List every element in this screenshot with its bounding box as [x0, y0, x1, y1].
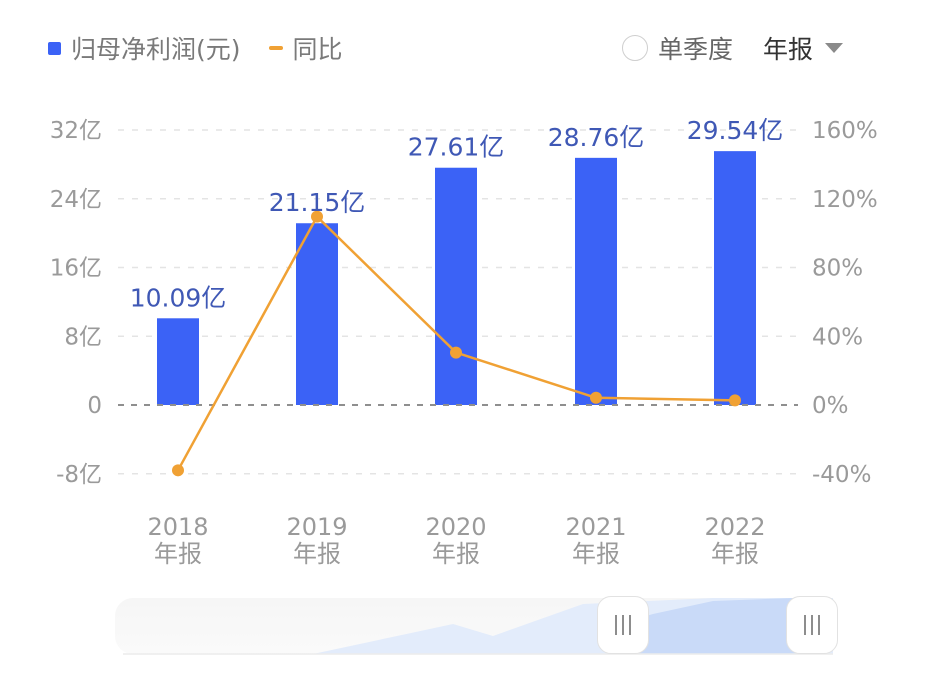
left-tick-label: 8亿 — [64, 324, 102, 350]
right-tick-label: 120% — [812, 187, 878, 213]
x-tick-period: 年报 — [572, 540, 620, 568]
line-legend-label[interactable]: 同比 — [292, 35, 343, 64]
bar[interactable] — [157, 318, 199, 405]
bar-value-label: 21.15亿 — [269, 188, 366, 217]
bar[interactable] — [435, 167, 477, 405]
quarterly-label[interactable]: 单季度 — [658, 35, 734, 64]
line-series — [172, 210, 741, 477]
line-point[interactable] — [590, 391, 602, 404]
x-tick-year: 2018 — [147, 513, 208, 541]
right-tick-label: 160% — [812, 118, 878, 144]
x-tick-year: 2022 — [704, 513, 765, 541]
right-tick-label: 80% — [812, 256, 863, 282]
bar-value-label: 10.09亿 — [130, 283, 227, 312]
bar[interactable] — [296, 223, 338, 405]
period-selected: 年报 — [763, 35, 814, 64]
right-tick-label: 0% — [812, 393, 849, 419]
bar-legend-label[interactable]: 归母净利润(元) — [71, 35, 241, 64]
line-point[interactable] — [729, 394, 741, 407]
left-tick-label: -8亿 — [56, 462, 102, 488]
bar-legend-swatch — [48, 41, 61, 55]
left-tick-label: 24亿 — [50, 187, 102, 213]
bar-value-label: 27.61亿 — [408, 133, 505, 162]
chart-svg: 32亿 24亿 16亿 8亿 0 -8亿 160% 120% 80% 40% 0% -40% 10.… — [50, 116, 878, 568]
left-tick-label: 0 — [87, 393, 102, 419]
slider-handle-start[interactable] — [597, 596, 649, 654]
caret-down-icon — [825, 43, 844, 53]
bar-value-label: 29.54亿 — [687, 116, 784, 145]
x-tick-year: 2021 — [565, 513, 626, 541]
x-tick-period: 年报 — [154, 540, 202, 568]
right-axis: 160% 120% 80% 40% 0% -40% — [812, 118, 878, 488]
x-tick-year: 2020 — [425, 513, 486, 541]
bar[interactable] — [575, 157, 617, 405]
x-tick-year: 2019 — [286, 513, 347, 541]
line-point[interactable] — [311, 210, 323, 223]
right-tick-label: 40% — [812, 324, 863, 350]
chart-controls: 单季度 年报 — [622, 30, 844, 66]
bar-series — [157, 151, 756, 405]
bar-value-label: 28.76亿 — [548, 123, 645, 152]
bar-value-labels: 10.09亿 21.15亿 27.61亿 28.76亿 29.54亿 — [130, 116, 784, 312]
chart-legend: 归母净利润(元) 同比 — [48, 30, 343, 66]
period-dropdown[interactable]: 年报 — [763, 30, 844, 66]
slider-handle-end[interactable] — [786, 596, 838, 654]
right-tick-label: -40% — [812, 462, 871, 488]
x-tick-period: 年报 — [432, 540, 480, 568]
line-point[interactable] — [450, 346, 462, 359]
line-point[interactable] — [172, 464, 184, 477]
range-slider[interactable] — [113, 596, 838, 656]
x-tick-period: 年报 — [293, 540, 341, 568]
left-axis: 32亿 24亿 16亿 8亿 0 -8亿 — [50, 118, 102, 488]
quarterly-radio[interactable] — [622, 35, 648, 61]
left-tick-label: 32亿 — [50, 118, 102, 144]
x-tick-period: 年报 — [711, 540, 759, 568]
left-tick-label: 16亿 — [50, 256, 102, 282]
line-legend-swatch — [268, 46, 283, 50]
slider-track[interactable] — [113, 596, 838, 656]
bar[interactable] — [714, 151, 756, 405]
